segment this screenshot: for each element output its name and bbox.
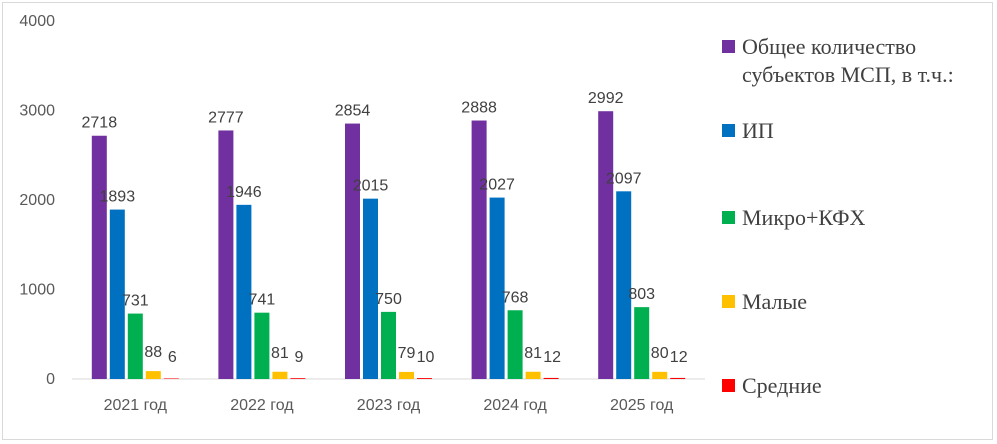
bar	[471, 120, 487, 380]
data-label: 741	[249, 292, 276, 309]
legend-label: Общее количество	[742, 34, 916, 59]
x-tick-label: 2024 год	[483, 397, 547, 414]
data-label: 1893	[100, 189, 136, 206]
legend-label: субъектов МСП, в т.ч.:	[742, 62, 954, 87]
bar	[417, 378, 432, 379]
data-label: 803	[628, 286, 655, 303]
data-label: 12	[670, 349, 688, 366]
legend-swatch	[722, 211, 735, 224]
y-tick-label: 3000	[19, 103, 55, 120]
data-label: 10	[417, 349, 435, 366]
legend-swatch	[722, 379, 735, 392]
bar	[290, 378, 306, 379]
legend-label: Малые	[742, 289, 807, 314]
y-tick-label: 2000	[19, 192, 55, 209]
legend-label: ИП	[742, 118, 774, 143]
bar	[634, 307, 650, 379]
bar	[163, 378, 179, 379]
bar	[489, 197, 505, 379]
data-label: 81	[524, 345, 542, 362]
data-label: 2854	[335, 103, 371, 120]
bar	[127, 313, 143, 379]
legend-label: Средние	[742, 373, 822, 398]
data-label: 88	[144, 344, 162, 361]
data-label: 768	[502, 289, 529, 306]
bar	[272, 371, 288, 379]
data-label: 2777	[208, 109, 244, 126]
legend-swatch	[722, 124, 735, 137]
bar	[399, 371, 414, 379]
bar	[598, 111, 614, 379]
y-tick-label: 1000	[19, 282, 55, 299]
bar	[543, 377, 559, 379]
x-tick-label: 2025 год	[610, 397, 674, 414]
data-label: 79	[398, 345, 416, 362]
data-label: 1946	[226, 184, 262, 201]
y-tick-label: 4000	[19, 13, 55, 30]
bar	[670, 377, 686, 379]
legend-swatch	[722, 40, 735, 53]
data-label: 2097	[606, 170, 642, 187]
bar	[525, 371, 541, 379]
data-label: 12	[543, 349, 561, 366]
bar	[381, 311, 396, 379]
bar	[236, 204, 252, 379]
data-label: 2888	[461, 100, 497, 117]
data-label: 2027	[479, 177, 515, 194]
bar	[507, 310, 523, 379]
bar	[218, 130, 234, 379]
bar	[363, 198, 378, 379]
y-tick-label: 0	[46, 371, 55, 388]
data-label: 81	[271, 345, 289, 362]
data-label: 6	[168, 349, 177, 366]
data-label: 2992	[588, 90, 624, 107]
data-label: 731	[122, 293, 149, 310]
bar	[616, 191, 632, 379]
data-label: 750	[375, 291, 402, 308]
x-tick-label: 2022 год	[230, 397, 294, 414]
x-tick-label: 2023 год	[357, 397, 421, 414]
bar	[652, 371, 668, 379]
data-label: 80	[651, 345, 669, 362]
data-label: 2015	[353, 178, 389, 195]
bar	[345, 123, 360, 379]
legend-swatch	[722, 295, 735, 308]
data-label: 2718	[82, 115, 118, 132]
x-tick-label: 2021 год	[104, 397, 168, 414]
bar	[145, 371, 161, 379]
bar	[109, 209, 125, 379]
bar	[91, 135, 107, 379]
bar	[254, 312, 270, 379]
legend-label: Микро+КФХ	[742, 205, 866, 230]
data-label: 9	[294, 349, 303, 366]
